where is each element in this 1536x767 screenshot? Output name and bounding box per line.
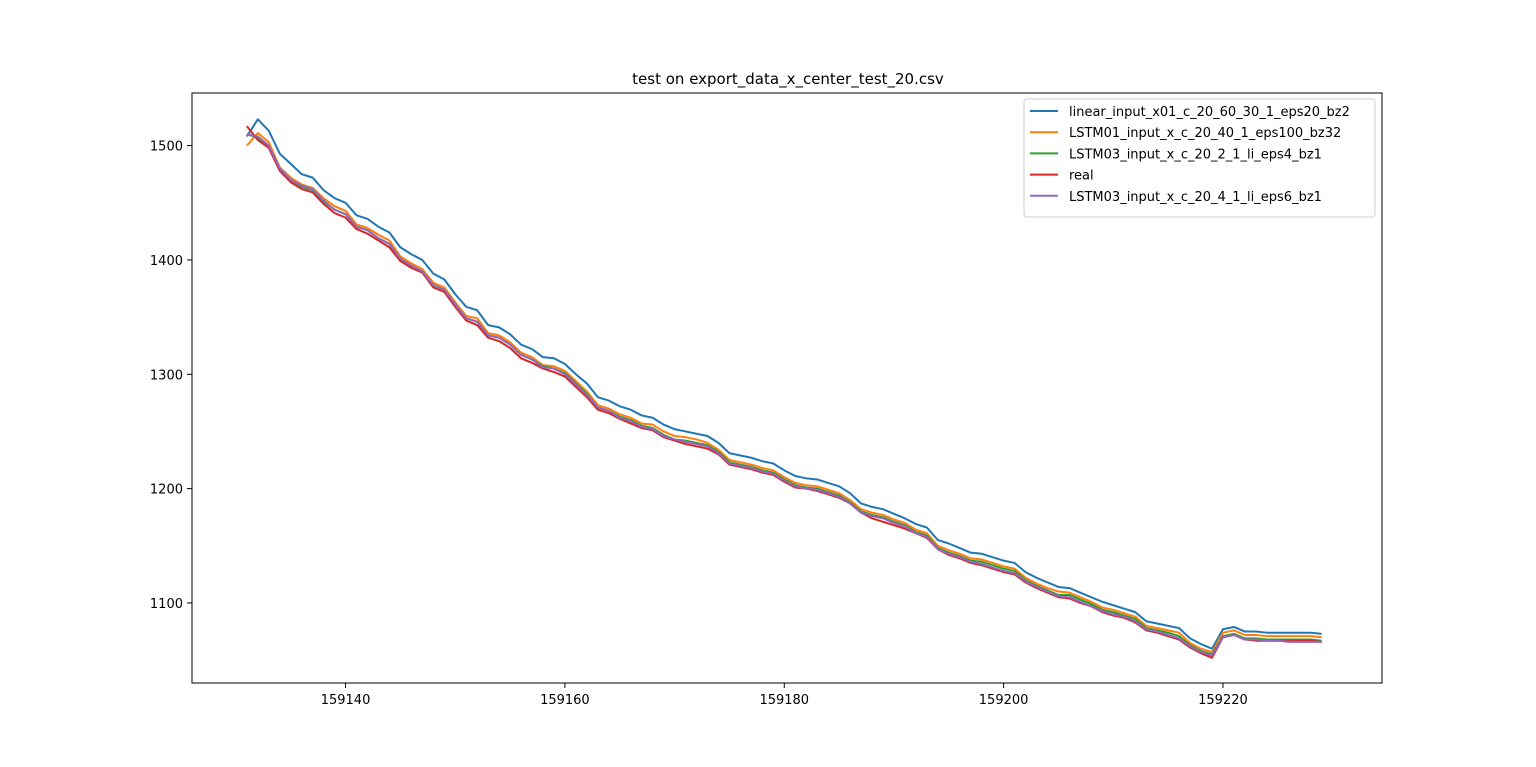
legend-box xyxy=(1023,98,1376,218)
series-line-5 xyxy=(246,133,1322,657)
legend-item[interactable]: LSTM03_input_x_c_20_2_1_li_eps4_bz1 xyxy=(1030,147,1322,162)
series-line-2 xyxy=(246,132,1322,654)
x-tick-label: 159200 xyxy=(979,693,1029,708)
y-tick-label: 1200 xyxy=(150,483,183,498)
legend[interactable]: linear_input_x01_c_20_60_30_1_eps20_bz2 L… xyxy=(1023,98,1376,218)
y-axis: 1100 1200 1300 1400 1500 xyxy=(150,140,192,612)
y-tick-label: 1300 xyxy=(150,368,183,383)
y-tick-label: 1100 xyxy=(150,597,183,612)
legend-label: LSTM03_input_x_c_20_4_1_li_eps6_bz1 xyxy=(1069,190,1322,205)
legend-label: LSTM03_input_x_c_20_2_1_li_eps4_bz1 xyxy=(1069,147,1322,162)
y-tick-label: 1400 xyxy=(150,254,183,269)
axes-frame xyxy=(191,92,1383,684)
legend-item[interactable]: linear_input_x01_c_20_60_30_1_eps20_bz2 xyxy=(1030,105,1350,120)
series-layer xyxy=(245,118,1322,659)
legend-item[interactable]: real xyxy=(1030,169,1094,184)
legend-item[interactable]: LSTM03_input_x_c_20_4_1_li_eps6_bz1 xyxy=(1030,190,1322,205)
x-tick-label: 159180 xyxy=(759,693,809,708)
legend-label: LSTM01_input_x_c_20_40_1_eps100_bz32 xyxy=(1069,126,1341,141)
x-axis: 159140 159160 159180 159200 159220 xyxy=(321,683,1248,708)
legend-label: linear_input_x01_c_20_60_30_1_eps20_bz2 xyxy=(1069,105,1350,120)
legend-label: real xyxy=(1069,169,1094,184)
series-line-1 xyxy=(245,118,1322,650)
y-tick-label: 1500 xyxy=(150,140,183,155)
x-tick-label: 159220 xyxy=(1198,693,1248,708)
chart-title: test on export_data_x_center_test_20.csv xyxy=(632,70,944,89)
x-tick-label: 159140 xyxy=(321,693,371,708)
legend-item[interactable]: LSTM01_input_x_c_20_40_1_eps100_bz32 xyxy=(1030,126,1341,141)
x-tick-label: 159160 xyxy=(540,693,590,708)
